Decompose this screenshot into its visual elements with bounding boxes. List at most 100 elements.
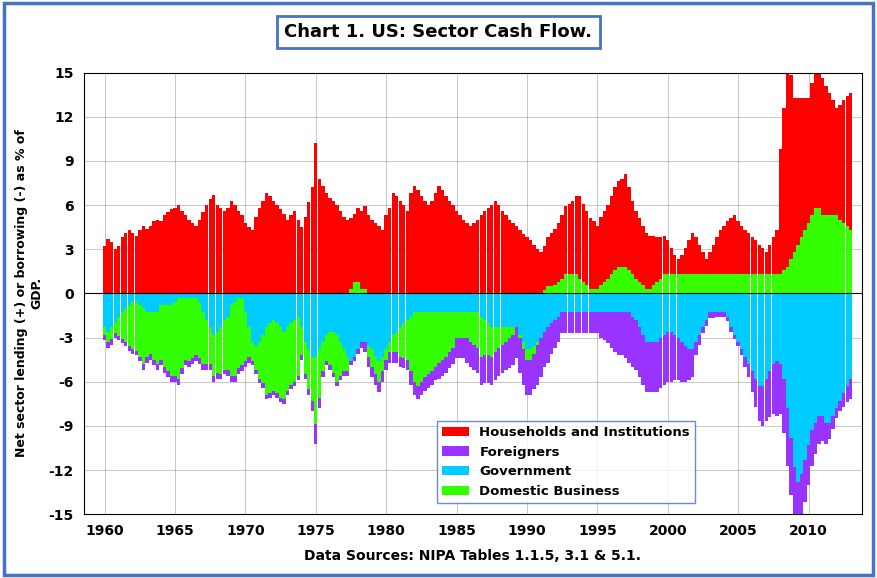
Bar <box>420 294 423 313</box>
Bar <box>564 206 567 274</box>
Bar <box>202 364 205 370</box>
Bar <box>659 238 662 279</box>
Bar <box>374 223 377 294</box>
Bar <box>709 313 711 318</box>
Bar <box>356 208 360 281</box>
Bar <box>676 274 680 294</box>
Bar <box>814 71 817 208</box>
Bar <box>789 76 793 260</box>
Bar <box>303 294 307 342</box>
Bar <box>377 361 381 381</box>
Bar <box>135 302 138 351</box>
Bar <box>681 342 683 381</box>
Bar <box>170 305 173 376</box>
Bar <box>634 211 638 279</box>
Bar <box>698 244 701 274</box>
Bar <box>431 313 433 372</box>
Bar <box>254 294 258 346</box>
Bar <box>712 274 715 294</box>
Bar <box>807 98 810 223</box>
Bar <box>490 205 494 294</box>
Bar <box>469 342 473 367</box>
Bar <box>765 294 768 379</box>
Bar <box>638 281 641 294</box>
Bar <box>314 294 317 357</box>
Bar <box>310 357 314 401</box>
Bar <box>139 305 141 357</box>
Bar <box>599 284 602 294</box>
Bar <box>669 294 673 332</box>
Bar <box>620 294 624 313</box>
Bar <box>335 294 339 335</box>
Bar <box>662 294 666 335</box>
Bar <box>223 320 226 370</box>
Bar <box>459 294 462 313</box>
Bar <box>571 274 574 294</box>
Bar <box>602 294 606 313</box>
Bar <box>293 294 296 320</box>
Bar <box>226 317 230 370</box>
Bar <box>691 233 694 274</box>
Bar <box>838 401 842 411</box>
Bar <box>712 313 715 318</box>
Bar <box>515 225 518 294</box>
Bar <box>377 381 381 392</box>
Bar <box>163 305 166 367</box>
Bar <box>606 205 610 279</box>
Bar <box>473 313 476 345</box>
Bar <box>730 294 733 327</box>
Bar <box>761 248 765 274</box>
Bar <box>195 225 198 294</box>
Bar <box>391 193 395 294</box>
Bar <box>744 294 747 357</box>
Bar <box>480 294 483 317</box>
Bar <box>684 274 687 294</box>
Bar <box>817 208 821 294</box>
Bar <box>237 211 240 294</box>
Bar <box>156 294 159 313</box>
Bar <box>370 367 374 377</box>
Bar <box>261 201 265 294</box>
Bar <box>620 267 624 294</box>
Bar <box>581 313 585 333</box>
Bar <box>335 335 339 381</box>
Bar <box>501 327 504 345</box>
Bar <box>574 294 578 313</box>
Bar <box>723 294 726 313</box>
Bar <box>398 294 402 327</box>
Bar <box>705 294 708 320</box>
Bar <box>282 214 286 294</box>
Bar <box>588 294 592 313</box>
Bar <box>268 323 272 394</box>
Bar <box>662 236 666 274</box>
Bar <box>335 205 339 294</box>
Bar <box>363 206 367 289</box>
Bar <box>410 372 412 384</box>
Bar <box>737 294 740 342</box>
Bar <box>705 274 708 294</box>
Bar <box>504 327 508 342</box>
Bar <box>103 246 106 294</box>
Bar <box>800 98 803 238</box>
Bar <box>638 218 641 281</box>
Bar <box>293 320 296 381</box>
Bar <box>398 357 402 367</box>
Bar <box>754 379 758 407</box>
Bar <box>786 294 789 408</box>
Bar <box>424 294 426 313</box>
Bar <box>803 294 807 460</box>
Bar <box>768 274 772 294</box>
Bar <box>613 187 617 270</box>
Bar <box>666 274 669 294</box>
Bar <box>317 349 321 398</box>
Bar <box>174 302 177 376</box>
Bar <box>466 223 469 294</box>
Bar <box>567 294 571 313</box>
Bar <box>110 242 113 294</box>
Bar <box>374 357 377 375</box>
Bar <box>483 294 487 320</box>
Bar <box>300 227 303 294</box>
Bar <box>188 298 191 361</box>
Bar <box>758 274 761 294</box>
Bar <box>772 274 775 294</box>
